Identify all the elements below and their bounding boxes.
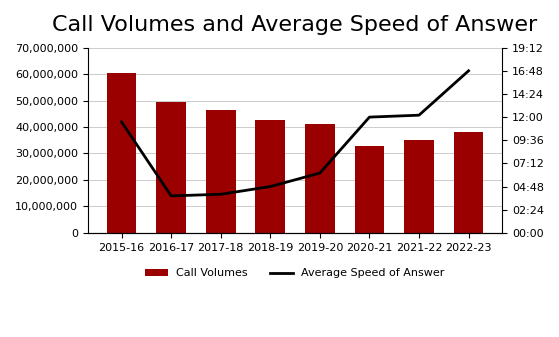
Bar [255, 120, 285, 233]
Average Speed of Answer [217, 192, 224, 196]
Bar [454, 132, 484, 233]
Title: Call Volumes and Average Speed of Answer: Call Volumes and Average Speed of Answer [53, 15, 538, 35]
Legend: Call Volumes, Average Speed of Answer: Call Volumes, Average Speed of Answer [141, 264, 449, 283]
Average Speed of Answer [118, 120, 125, 124]
Average Speed of Answer [316, 171, 323, 175]
Bar [206, 110, 235, 233]
Bar [305, 124, 335, 233]
Line: Average Speed of Answer: Average Speed of Answer [121, 71, 468, 196]
Average Speed of Answer [416, 113, 423, 117]
Bar [354, 146, 384, 233]
Average Speed of Answer [267, 185, 273, 189]
Bar [404, 140, 434, 233]
Bar [107, 73, 136, 233]
Average Speed of Answer [366, 115, 373, 119]
Bar [157, 102, 186, 233]
Average Speed of Answer [168, 194, 174, 198]
Average Speed of Answer [465, 69, 472, 73]
